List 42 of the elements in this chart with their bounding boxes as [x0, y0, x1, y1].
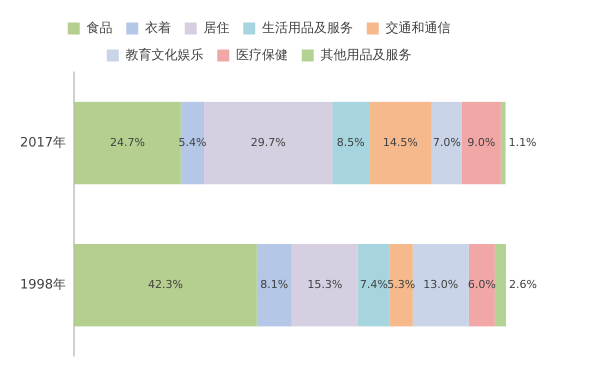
bar: [358, 244, 390, 326]
bar: [468, 244, 495, 326]
bar: [204, 102, 332, 184]
data-label: 14.5%: [382, 136, 418, 149]
bar: [74, 244, 257, 326]
legend-label: 医疗保健: [236, 48, 288, 63]
data-label: 29.7%: [250, 136, 286, 149]
data-label: 15.3%: [307, 278, 342, 292]
bar: [180, 102, 204, 184]
data-label: 5.4%: [178, 136, 206, 149]
data-label: 13.0%: [423, 278, 458, 292]
data-label: 6.0%: [468, 278, 496, 292]
data-label: 8.1%: [260, 278, 288, 292]
data-label: 2.6%: [509, 278, 537, 292]
legend-label: 衣着: [144, 20, 171, 36]
legend-label: 食品: [86, 20, 112, 36]
y-tick-label: 1998年: [20, 278, 66, 293]
bar: [500, 102, 506, 184]
bar: [256, 244, 292, 326]
bar: [462, 102, 501, 184]
data-label: 1.1%: [508, 136, 537, 149]
data-label: 42.3%: [148, 278, 183, 292]
bar: [432, 102, 462, 184]
legend-label: 居住: [203, 20, 230, 36]
data-label: 5.3%: [387, 278, 416, 292]
legend-label: 教育文化娱乐: [125, 46, 204, 63]
data-label: 8.5%: [336, 136, 365, 149]
legend-label: 其他用品及服务: [320, 48, 412, 63]
y-tick-label: 2017年: [20, 135, 66, 150]
data-label: 7.0%: [432, 136, 461, 149]
bar: [292, 244, 358, 326]
bar: [369, 102, 432, 184]
bar: [412, 244, 469, 326]
legend-label: 交通和通信: [385, 20, 450, 36]
bar: [332, 102, 370, 184]
data-label: 7.4%: [360, 278, 388, 292]
bar: [390, 244, 413, 326]
bar: [74, 102, 181, 184]
data-label: 9.0%: [467, 136, 496, 149]
data-label: 24.7%: [110, 136, 145, 149]
bar: [494, 244, 506, 326]
legend-label: 生活用品及服务: [262, 20, 353, 36]
